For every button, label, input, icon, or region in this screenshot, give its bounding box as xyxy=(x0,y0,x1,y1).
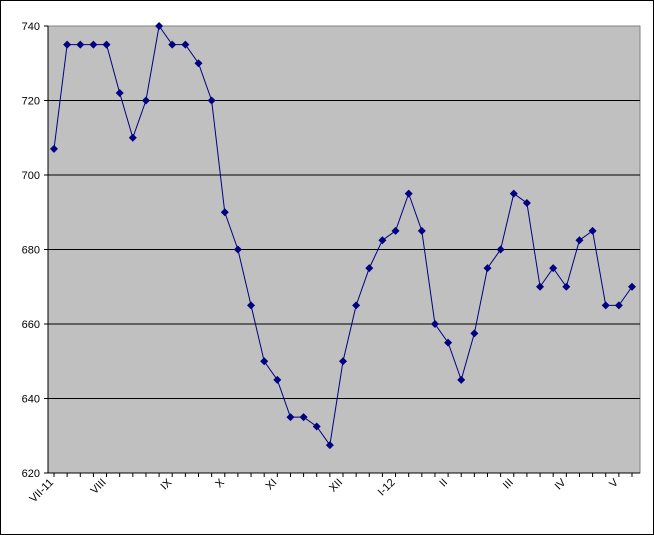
marker xyxy=(128,133,137,142)
y-tick-label: 740 xyxy=(22,21,40,33)
marker xyxy=(247,301,256,310)
marker xyxy=(76,40,85,49)
marker xyxy=(444,338,453,347)
marker xyxy=(260,357,269,366)
marker xyxy=(155,22,164,30)
marker xyxy=(588,226,597,235)
marker xyxy=(102,40,111,49)
marker xyxy=(181,40,190,49)
marker xyxy=(483,264,492,273)
marker xyxy=(430,320,439,328)
marker xyxy=(233,245,242,254)
marker xyxy=(391,226,400,235)
marker xyxy=(404,189,413,198)
marker xyxy=(325,441,334,450)
marker xyxy=(509,189,518,198)
y-tick-label: 660 xyxy=(22,319,40,331)
marker xyxy=(562,282,571,291)
y-tick-label: 680 xyxy=(22,245,40,257)
marker xyxy=(601,301,610,310)
marker xyxy=(273,375,282,384)
marker xyxy=(365,264,374,273)
marker xyxy=(457,375,466,384)
marker xyxy=(115,89,124,98)
y-tick-label: 700 xyxy=(22,170,40,182)
marker xyxy=(299,413,308,422)
marker xyxy=(89,40,98,49)
marker xyxy=(522,198,531,207)
y-tick-label: 640 xyxy=(22,394,40,406)
marker xyxy=(312,422,321,431)
y-tick-label: 720 xyxy=(22,96,40,108)
marker xyxy=(496,245,505,254)
marker xyxy=(470,329,479,338)
marker xyxy=(50,144,58,153)
marker xyxy=(549,264,558,273)
marker xyxy=(220,208,229,217)
marker xyxy=(286,413,295,422)
marker xyxy=(536,282,545,291)
marker xyxy=(194,59,203,68)
marker xyxy=(339,357,347,366)
marker xyxy=(614,301,623,310)
marker xyxy=(63,40,72,49)
marker xyxy=(628,282,636,291)
marker xyxy=(141,96,150,105)
marker xyxy=(207,96,216,105)
marker xyxy=(417,226,426,235)
marker xyxy=(378,236,387,245)
y-tick-label: 620 xyxy=(22,468,40,480)
marker xyxy=(575,236,584,245)
marker xyxy=(352,301,361,310)
marker xyxy=(168,40,177,49)
